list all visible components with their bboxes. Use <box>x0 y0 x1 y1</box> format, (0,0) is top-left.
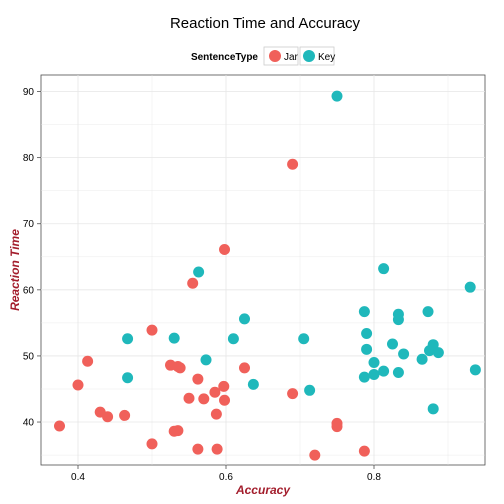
plot-panel <box>40 74 486 466</box>
data-points <box>54 90 481 461</box>
point-key <box>469 364 481 376</box>
point-key <box>239 313 250 325</box>
x-axis-label: Accuracy <box>235 483 291 497</box>
point-key <box>298 333 310 345</box>
point-key <box>247 378 259 390</box>
legend-marker-key <box>303 50 315 62</box>
point-jar <box>209 386 221 398</box>
point-key <box>464 281 476 293</box>
point-jar <box>218 380 230 392</box>
point-key <box>398 348 410 360</box>
legend-label-jar: Jar <box>284 52 299 63</box>
point-jar <box>146 438 158 450</box>
point-key <box>200 354 212 366</box>
point-key <box>193 266 205 278</box>
point-jar <box>309 449 321 461</box>
y-tick-label: 70 <box>23 219 35 230</box>
point-key <box>392 314 404 326</box>
point-jar <box>192 373 204 385</box>
point-key <box>387 338 398 350</box>
point-key <box>427 339 439 351</box>
point-jar <box>146 324 158 336</box>
grid <box>41 75 485 465</box>
point-key <box>378 365 390 377</box>
x-tick-label: 0.4 <box>71 472 85 483</box>
point-jar <box>219 394 231 406</box>
point-key <box>416 353 428 365</box>
point-key <box>378 263 390 275</box>
legend-label-key: Key <box>318 52 335 63</box>
point-jar <box>82 355 94 367</box>
y-axis-label: Reaction Time <box>8 229 22 311</box>
point-key <box>361 343 373 355</box>
y-tick-label: 80 <box>23 153 35 164</box>
point-jar <box>187 277 199 289</box>
legend-title: SentenceType <box>191 52 258 63</box>
y-tick-label: 40 <box>23 418 35 429</box>
point-jar <box>102 411 114 423</box>
point-key <box>432 347 444 359</box>
point-jar <box>219 244 231 256</box>
point-jar <box>211 443 223 455</box>
y-tick-label: 90 <box>23 87 35 98</box>
point-key <box>422 306 434 318</box>
point-jar <box>54 420 65 432</box>
point-jar <box>287 158 299 170</box>
x-tick-label: 0.6 <box>219 472 233 483</box>
y-tick-label: 60 <box>23 285 35 296</box>
point-jar <box>183 392 195 404</box>
point-key <box>427 403 439 415</box>
point-key <box>358 306 370 318</box>
y-tick-label: 50 <box>23 351 35 362</box>
point-key <box>227 333 239 345</box>
point-jar <box>174 362 186 374</box>
point-jar <box>331 421 343 433</box>
axis-ticks: 0.4 0.6 0.8 40 50 60 70 80 90 <box>23 87 382 483</box>
point-jar <box>172 425 184 437</box>
x-tick-label: 0.8 <box>367 472 381 483</box>
point-jar <box>119 409 131 421</box>
point-key <box>304 384 316 396</box>
chart-title: Reaction Time and Accuracy <box>170 15 361 32</box>
point-jar <box>72 379 84 391</box>
legend-marker-jar <box>269 50 281 62</box>
point-jar <box>358 445 370 457</box>
point-key <box>361 327 373 339</box>
point-jar <box>198 393 210 405</box>
point-key <box>368 368 380 380</box>
point-jar <box>210 408 222 420</box>
point-key <box>392 366 404 378</box>
point-key <box>358 371 370 383</box>
legend: SentenceType Jar Key <box>191 46 335 66</box>
point-key <box>122 333 134 345</box>
point-jar <box>239 362 250 374</box>
point-key <box>122 372 134 384</box>
point-key <box>368 357 380 369</box>
point-jar <box>287 388 299 400</box>
point-jar <box>192 443 204 455</box>
point-key <box>168 332 180 344</box>
point-key <box>331 90 343 102</box>
